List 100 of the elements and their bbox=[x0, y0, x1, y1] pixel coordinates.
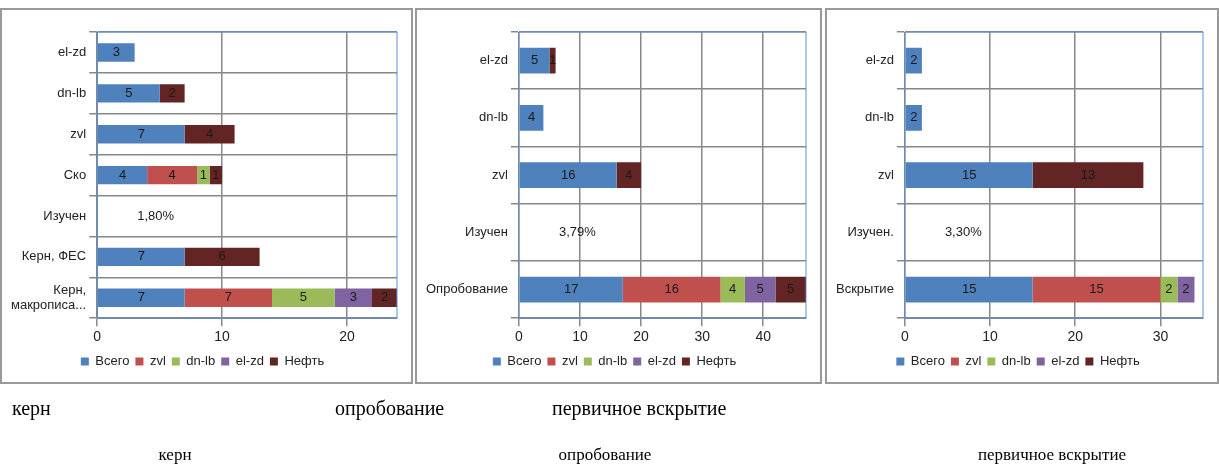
x-tick-label: 20 bbox=[1067, 328, 1084, 345]
y-tick-label: zvl bbox=[492, 166, 509, 182]
y-tick-label: Изучен bbox=[43, 207, 87, 223]
data-label: 13 bbox=[1080, 166, 1096, 182]
data-label: 2 bbox=[1182, 281, 1190, 297]
legend-label: Нефть bbox=[284, 353, 325, 369]
bar bbox=[147, 165, 198, 185]
bar bbox=[97, 84, 160, 103]
legend-label: zvl bbox=[149, 353, 166, 369]
bar bbox=[97, 288, 185, 307]
bar bbox=[775, 276, 806, 303]
legend-label: Нефть bbox=[696, 353, 737, 369]
legend-label: el-zd bbox=[647, 353, 676, 369]
text: керн bbox=[12, 397, 51, 420]
data-label: 2 bbox=[168, 84, 176, 100]
legend-label: zvl bbox=[561, 353, 578, 369]
legend-label: dn-lb bbox=[186, 353, 216, 369]
annotation: 1,80% bbox=[137, 207, 175, 223]
x-tick-label: 20 bbox=[633, 328, 650, 345]
bar bbox=[184, 247, 260, 267]
data-label: 15 bbox=[1089, 281, 1104, 297]
bar bbox=[184, 125, 235, 144]
data-label: 4 bbox=[206, 125, 214, 141]
y-tick-label: Изучен. bbox=[847, 223, 894, 239]
x-tick-label: 20 bbox=[339, 328, 356, 345]
data-label: 16 bbox=[664, 281, 679, 297]
data-label: 2 bbox=[1165, 281, 1173, 297]
bar bbox=[519, 162, 617, 188]
x-tick-label: 30 bbox=[1152, 328, 1169, 345]
bar bbox=[519, 104, 544, 131]
text: опробование bbox=[335, 397, 445, 420]
y-tick-label: Керн, макрописа... bbox=[10, 281, 87, 313]
bar bbox=[905, 276, 1033, 303]
data-label: 5 bbox=[530, 52, 539, 68]
data-label: 2 bbox=[380, 289, 389, 305]
legend-label: zvl bbox=[965, 353, 982, 369]
data-label: 5 bbox=[299, 289, 307, 305]
y-tick-label: Опробование bbox=[426, 281, 508, 297]
y-tick-label: Изучен bbox=[465, 223, 508, 239]
bar bbox=[744, 276, 776, 303]
y-tick-label: el-zd bbox=[865, 52, 894, 68]
y-tick-label: dn-lb bbox=[864, 109, 894, 125]
bar bbox=[519, 276, 623, 303]
data-label: 4 bbox=[729, 281, 737, 297]
y-tick-label: el-zd bbox=[479, 52, 508, 68]
x-tick-label: 10 bbox=[214, 328, 231, 345]
x-tick-label: 0 bbox=[515, 328, 524, 345]
text: первичное вскрытие bbox=[977, 445, 1127, 465]
data-label: 15 bbox=[961, 281, 977, 297]
bar bbox=[1032, 162, 1144, 188]
bar bbox=[616, 162, 642, 188]
x-tick-label: 10 bbox=[572, 328, 589, 345]
data-label: 1 bbox=[212, 166, 220, 182]
data-label: 5 bbox=[125, 84, 133, 100]
text: первичное вскрытие bbox=[552, 397, 727, 420]
data-label: 17 bbox=[564, 281, 579, 297]
legend-label: Всего bbox=[910, 353, 945, 369]
text: керн bbox=[158, 445, 192, 465]
legend-label: el-zd bbox=[235, 353, 264, 369]
data-label: 2 bbox=[910, 52, 918, 68]
text: опробование bbox=[558, 445, 652, 465]
legend-label: Всего bbox=[507, 353, 542, 369]
x-tick-label: 0 bbox=[93, 328, 102, 345]
legend-label: dn-lb bbox=[598, 353, 628, 369]
data-label: 7 bbox=[137, 289, 145, 305]
legend-label: dn-lb bbox=[1001, 353, 1031, 369]
y-tick-label: Вскрытие bbox=[835, 281, 894, 297]
bar bbox=[272, 288, 335, 307]
y-tick-label: zvl bbox=[70, 125, 87, 141]
data-label: 4 bbox=[118, 166, 127, 182]
data-label: 15 bbox=[961, 166, 977, 182]
y-tick-label: zvl bbox=[877, 166, 894, 182]
legend-label: el-zd bbox=[1051, 353, 1080, 369]
bar bbox=[184, 288, 273, 307]
bar bbox=[97, 165, 148, 185]
data-label: 4 bbox=[527, 109, 536, 125]
bar bbox=[97, 43, 135, 62]
data-label: 7 bbox=[224, 289, 232, 305]
bar bbox=[97, 125, 185, 144]
data-label: 16 bbox=[560, 166, 576, 182]
bar bbox=[720, 276, 745, 303]
x-tick-label: 30 bbox=[694, 328, 711, 345]
x-tick-label: 10 bbox=[982, 328, 999, 345]
x-tick-label: 40 bbox=[755, 328, 772, 345]
annotation: 3,30% bbox=[944, 223, 983, 239]
bar bbox=[334, 288, 373, 307]
annotation: 3,79% bbox=[558, 223, 597, 239]
bar bbox=[622, 276, 721, 303]
y-tick-label: Ско bbox=[63, 166, 87, 182]
bar bbox=[1032, 276, 1161, 303]
data-label: 4 bbox=[168, 166, 176, 182]
bar bbox=[97, 247, 185, 267]
y-tick-label: dn-lb bbox=[57, 84, 87, 100]
bar bbox=[905, 104, 922, 131]
data-label: 5 bbox=[756, 281, 764, 297]
data-label: 3 bbox=[349, 289, 357, 305]
data-label: 2 bbox=[910, 109, 918, 125]
data-label: 4 bbox=[625, 166, 633, 182]
legend-label: Всего bbox=[95, 353, 130, 369]
data-label: 6 bbox=[218, 248, 226, 264]
